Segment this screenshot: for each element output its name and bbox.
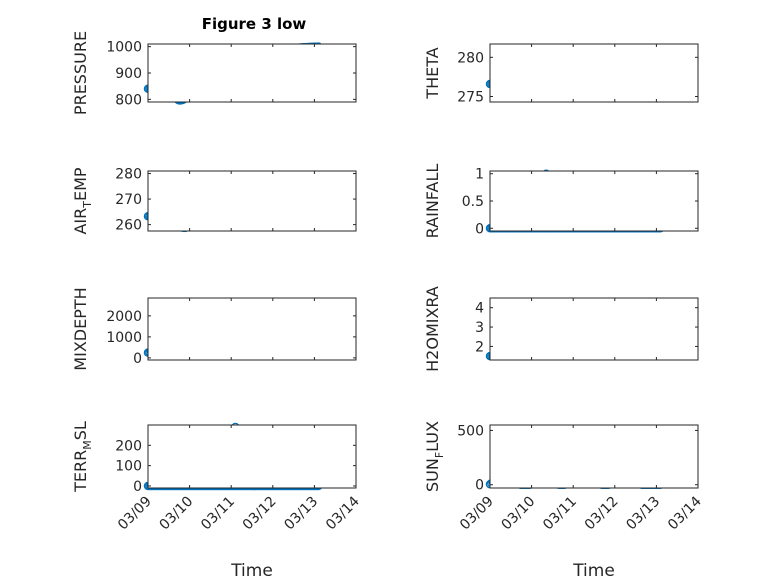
y-label-text: THETA	[423, 47, 442, 99]
x-tick-label: 03/09	[115, 494, 155, 534]
x-tick-label: 03/14	[665, 493, 705, 533]
x-tick-label: 03/10	[499, 494, 539, 534]
y-tick-label: 1000	[106, 40, 142, 56]
y-tick-label: 2000	[106, 309, 142, 325]
y-label-text: H2OMIXRA	[423, 286, 442, 372]
subplot-pressure: 800 900 1000 PRESSURE	[71, 31, 357, 115]
axes-box	[489, 297, 699, 361]
y-tick-label: 800	[115, 92, 142, 108]
figure-title: Figure 3 low	[202, 15, 307, 33]
y-tick-label: 1000	[106, 330, 142, 346]
y-tick-label: 200	[115, 438, 142, 454]
y-tick-label: 0	[133, 479, 142, 495]
y-label-text: MIXDEPTH	[71, 287, 90, 370]
y-label-suffix: LUX	[423, 421, 442, 452]
y-axis-label: H2OMIXRA	[423, 286, 442, 372]
x-tick-label: 03/09	[457, 494, 497, 534]
y-label-text: RAINFALL	[423, 164, 442, 239]
x-tick-label: 03/11	[540, 494, 580, 534]
axes-box	[489, 170, 699, 232]
x-tick-label: 03/10	[157, 494, 197, 534]
y-tick-label: 2	[475, 339, 484, 355]
y-label-text: AIR	[71, 208, 90, 235]
axes-box	[147, 424, 357, 489]
subplot-sunflux: 03/09 03/10 03/11 03/12 03/13 03/14 0 500 SUNFLU…	[423, 421, 705, 533]
subplot-terrmsl: 03/09 03/10 03/11 03/12 03/13 03/14 0 100 200 TER…	[71, 421, 363, 533]
y-tick-label: 3	[475, 320, 484, 336]
y-tick-label: 280	[457, 50, 484, 66]
y-axis-label: SUNFLUX	[423, 421, 446, 492]
y-label-text: TERR	[71, 450, 90, 493]
subplot-h2omixra: 2 3 4 H2OMIXRA	[423, 286, 699, 372]
y-label-suffix: SL	[71, 421, 90, 440]
y-tick-label: 260	[115, 218, 142, 234]
y-tick-label: 100	[115, 459, 142, 475]
subplot-rainfall: 0 0.5 1 RAINFALL	[423, 164, 699, 239]
x-tick-label: 03/13	[623, 494, 663, 534]
x-tick-label: 03/12	[582, 494, 622, 534]
y-tick-label: 0	[133, 351, 142, 367]
y-axis-label: TERRMSL	[71, 421, 94, 493]
axes-box	[489, 424, 699, 489]
y-tick-label: 900	[115, 66, 142, 82]
y-tick-label: 500	[457, 423, 484, 439]
y-axis-label: THETA	[423, 47, 442, 99]
y-tick-label: 4	[475, 301, 484, 317]
y-label-text: PRESSURE	[71, 31, 90, 115]
y-axis-label: AIRTEMP	[71, 167, 94, 234]
x-tick-label: 03/13	[281, 494, 321, 534]
y-tick-label: 0.5	[462, 194, 484, 210]
x-axis-label-left: Time	[230, 561, 273, 581]
y-axis-label: RAINFALL	[423, 164, 442, 239]
y-label-subscript: T	[81, 201, 94, 209]
y-tick-label: 1	[475, 167, 484, 183]
y-label-subscript: M	[81, 440, 94, 450]
subplot-airtemp: 260 270 280 AIRTEMP	[71, 167, 357, 235]
x-axis-label-right: Time	[572, 561, 615, 581]
y-label-suffix: EMP	[71, 167, 90, 201]
x-tick-label: 03/11	[198, 494, 238, 534]
y-tick-label: 0	[475, 221, 484, 237]
subplot-mixdepth: 0 1000 2000 MIXDEPTH	[71, 287, 357, 371]
y-tick-label: 280	[115, 167, 142, 183]
y-label-subscript: F	[433, 452, 446, 458]
axes-box	[489, 43, 699, 103]
y-label-text: SUN	[423, 458, 442, 492]
y-tick-label: 0	[475, 478, 484, 494]
x-tick-label: 03/12	[240, 494, 280, 534]
subplot-theta: 275 280 THETA	[423, 43, 699, 106]
x-tick-label: 03/14	[323, 493, 363, 533]
axes-box	[147, 170, 357, 232]
axes-box	[147, 43, 357, 103]
y-axis-label: MIXDEPTH	[71, 287, 90, 370]
y-tick-label: 270	[115, 192, 142, 208]
axes-box	[147, 297, 357, 361]
y-axis-label: PRESSURE	[71, 31, 90, 115]
y-tick-label: 275	[457, 90, 484, 106]
